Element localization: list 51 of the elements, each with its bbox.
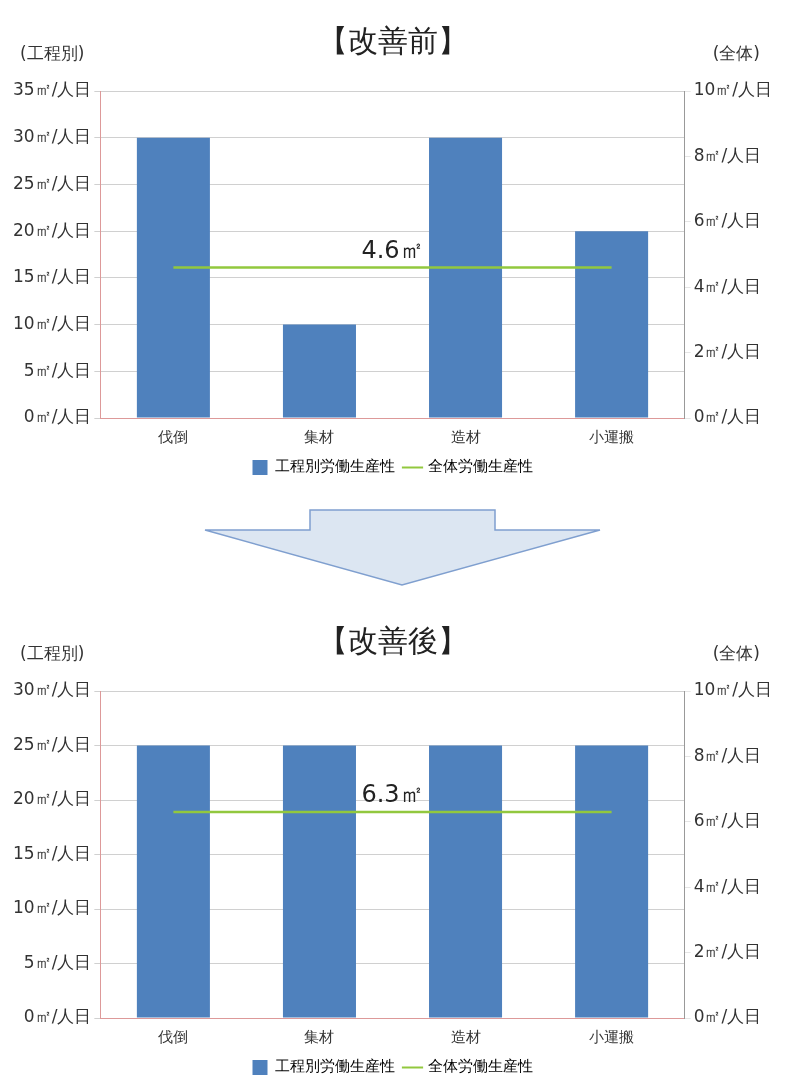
x-tick-label: 造材: [450, 1027, 481, 1046]
x-tick-label: 小運搬: [589, 1027, 635, 1046]
y-tick-label: 10㎡/人日: [13, 312, 92, 333]
x-tick-label: 造材: [450, 427, 481, 446]
y-tick-label: 15㎡/人日: [13, 842, 92, 863]
y2-tick-label: 6㎡/人日: [693, 210, 762, 231]
y-tick-label: 0㎡/人日: [23, 1006, 92, 1027]
y2-axis-title: (全体): [712, 42, 760, 63]
chart-title: 【改善前】: [317, 22, 468, 58]
y-tick-label: 20㎡/人日: [13, 788, 92, 809]
legend-label: 工程別労働生産性: [275, 457, 395, 476]
x-tick-label: 集材: [304, 1027, 335, 1046]
y-tick-label: 5㎡/人日: [23, 359, 92, 380]
legend-label: 全体労働生産性: [427, 1057, 533, 1076]
bar: [575, 231, 649, 418]
y-tick-label: 25㎡/人日: [13, 733, 92, 754]
annotation: 4.6㎡: [361, 235, 424, 264]
x-tick-label: 伐倒: [158, 1027, 189, 1046]
y-tick-label: 30㎡/人日: [13, 679, 92, 700]
annotation: 6.3㎡: [361, 780, 424, 809]
chart-title: 【改善後】: [317, 622, 468, 658]
y-axis-title: (工程別): [20, 42, 85, 63]
legend-label: 工程別労働生産性: [275, 1057, 395, 1076]
y2-tick-label: 6㎡/人日: [693, 810, 762, 831]
y-axis-title: (工程別): [20, 642, 85, 663]
y-tick-label: 35㎡/人日: [13, 79, 92, 100]
y-tick-label: 30㎡/人日: [13, 126, 92, 147]
bar: [282, 324, 356, 418]
y-tick-label: 0㎡/人日: [23, 406, 92, 427]
y2-tick-label: 2㎡/人日: [693, 941, 762, 962]
y-tick-label: 10㎡/人日: [13, 897, 92, 918]
y2-tick-label: 8㎡/人日: [693, 744, 762, 765]
x-tick-label: 小運搬: [589, 427, 635, 446]
y2-tick-label: 4㎡/人日: [693, 875, 762, 896]
y-tick-label: 20㎡/人日: [13, 219, 92, 240]
y-tick-label: 5㎡/人日: [23, 951, 92, 972]
bar: [429, 137, 503, 418]
y2-tick-label: 8㎡/人日: [693, 144, 762, 165]
x-tick-label: 伐倒: [158, 427, 189, 446]
y2-tick-label: 4㎡/人日: [693, 275, 762, 296]
y2-tick-label: 10㎡/人日: [693, 679, 772, 700]
y2-tick-label: 10㎡/人日: [693, 79, 772, 100]
y2-tick-label: 2㎡/人日: [693, 341, 762, 362]
y2-tick-label: 0㎡/人日: [693, 1006, 762, 1027]
legend-label: 全体労働生産性: [427, 457, 533, 476]
y-tick-label: 15㎡/人日: [13, 266, 92, 287]
y2-tick-label: 0㎡/人日: [693, 406, 762, 427]
y2-axis-title: (全体): [712, 642, 760, 663]
y-tick-label: 25㎡/人日: [13, 172, 92, 193]
bar: [136, 137, 210, 418]
x-tick-label: 集材: [304, 427, 335, 446]
